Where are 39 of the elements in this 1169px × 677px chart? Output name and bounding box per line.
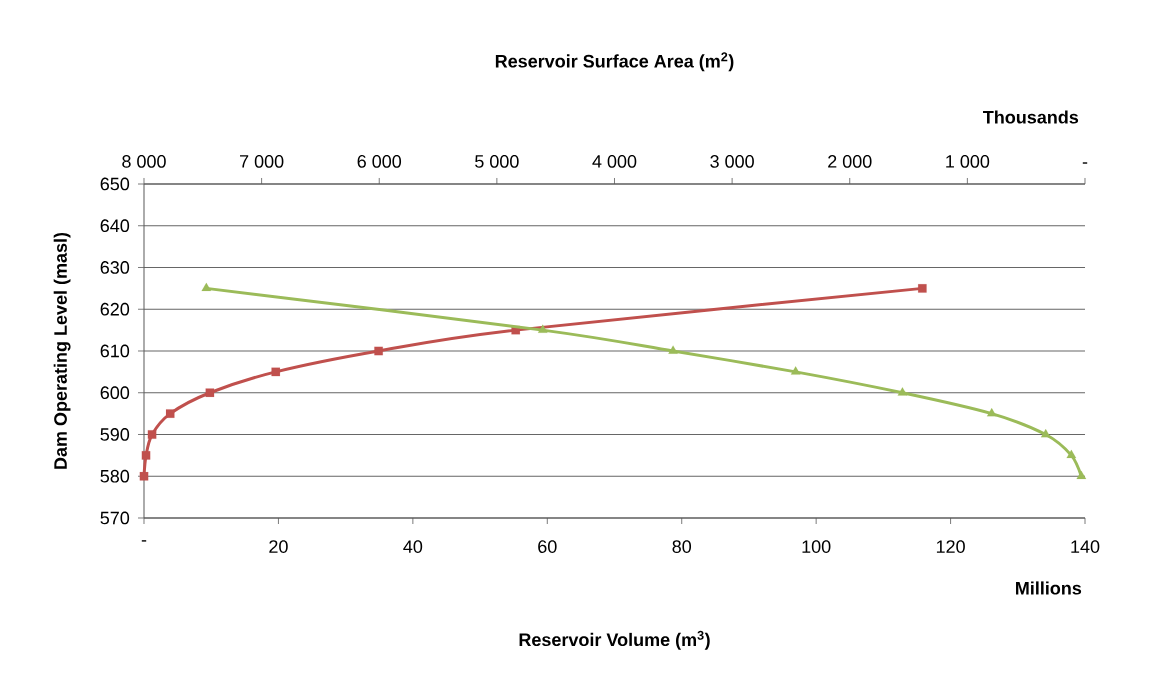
x-tick-label: 120 [936,540,965,553]
x-tick-label: 140 [1071,540,1100,553]
y-tick-label: 570 [100,511,130,525]
x-tick-label: - [141,540,147,542]
x2-tick-label: 2 000 [828,155,872,168]
point [141,451,151,460]
point [147,430,157,439]
x2-tick-label: 5 000 [475,155,519,168]
text: Millions [1016,581,1082,595]
x2-tick-label: - [1082,162,1088,164]
point [271,367,280,377]
x2-tick-label: 4 000 [592,155,637,168]
point [374,346,383,356]
x2-tick-label: 1 000 [946,155,990,168]
y-axis-title: Dam Operating Level (masl) [53,232,71,469]
y-tick-label: 650 [100,177,130,191]
x-tick-label: 20 [269,540,288,553]
x2-tick-label: 8 000 [122,155,166,168]
y-tick-label: 590 [100,428,130,441]
x-tick-label: 40 [403,540,423,553]
y-tick-label: 640 [100,219,130,233]
point [918,284,927,293]
x-tick-label: 80 [672,540,692,553]
x2-tick-label: 3 000 [710,155,754,168]
x-tick-label: 60 [538,540,557,553]
x2-tick-label: 7 000 [240,155,284,168]
y-tick-label: 580 [100,469,130,483]
y-tick-label: 610 [100,344,130,358]
text: Thousands [983,110,1079,124]
point [139,471,149,481]
x2-axis-title: Reservoir Surface Area (m$^{2}$) [495,52,734,72]
y-tick-label: 600 [100,386,130,400]
point [165,409,175,418]
x-tick-label: 100 [802,540,831,553]
point [205,388,215,398]
y-tick-label: 620 [100,302,130,316]
y-tick-label: 630 [100,261,130,274]
x-axis-title: Reservoir Volume (m$^{3}$) [519,630,710,650]
x2-tick-label: 6 000 [357,155,402,168]
